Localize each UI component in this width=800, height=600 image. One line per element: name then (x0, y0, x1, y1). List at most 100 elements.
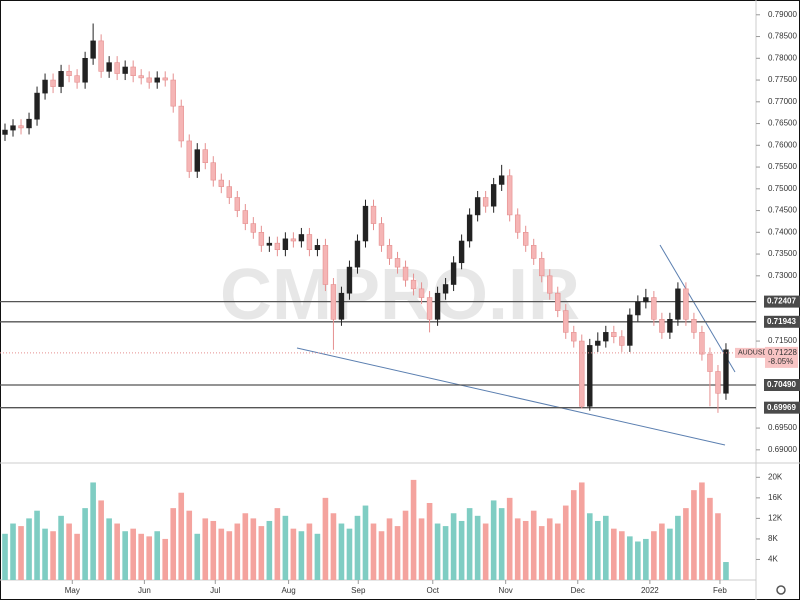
candle-body (386, 245, 393, 259)
volume-bar (506, 497, 513, 580)
volume-bar (619, 531, 625, 580)
y-tick-label: 0.74000 (768, 227, 797, 236)
volume-bar (274, 508, 281, 580)
volume-bar (394, 526, 401, 580)
volume-bar (170, 508, 177, 580)
volume-bar (338, 523, 345, 580)
x-tick-label: May (65, 586, 80, 595)
y-tick-label: 0.73000 (768, 271, 797, 280)
candle-body (322, 245, 329, 285)
candle-body (314, 245, 321, 251)
candle-body (707, 353, 713, 372)
candle-body (378, 223, 385, 246)
volume-bar (378, 531, 385, 580)
candle-body (498, 175, 505, 185)
candle-body (595, 340, 601, 346)
candle-body (122, 66, 128, 74)
y-tick-label: 0.76500 (768, 119, 797, 128)
candle-body (242, 210, 249, 224)
y-tick-label: 0.78500 (768, 32, 797, 41)
last-price-box (765, 346, 798, 368)
volume-bar (66, 523, 72, 580)
candle-body (306, 234, 313, 251)
volume-bar (474, 515, 481, 580)
volume-bar (602, 515, 609, 580)
volume-bar (498, 508, 505, 580)
volume-bar (458, 520, 465, 580)
last-price-label: 0.71228 (768, 348, 797, 357)
candle-body (683, 288, 689, 320)
volume-bar (402, 510, 409, 580)
candle-body (298, 234, 305, 242)
volume-bar (570, 490, 577, 580)
gear[interactable] (776, 585, 786, 595)
y-tick-label: 4K (768, 555, 778, 564)
volume-bar (434, 523, 441, 580)
volume-bar (546, 518, 553, 580)
candle-body (627, 314, 633, 346)
volume-bar (58, 515, 64, 580)
level-label: 0.70490 (767, 380, 796, 389)
volume-bar (410, 479, 417, 580)
candle-body (667, 319, 673, 333)
volume-bar (482, 523, 489, 580)
candle-body (114, 62, 120, 74)
candle-body (2, 129, 8, 135)
volume-bar (114, 523, 120, 580)
y-tick-label: 0.77000 (768, 97, 797, 106)
volume-bar (370, 523, 377, 580)
x-tick-label: Jun (138, 586, 151, 595)
volume-bar (98, 500, 104, 580)
candle-body (250, 223, 257, 233)
x-tick-label: Nov (499, 586, 513, 595)
volume-bar (554, 523, 561, 580)
y-tick-label: 0.77500 (768, 75, 797, 84)
candle-body (146, 77, 152, 83)
volume-bar (250, 518, 257, 580)
settings-icon[interactable] (776, 585, 786, 595)
candle-body (82, 57, 88, 83)
candle-body (490, 184, 497, 207)
candle-body (226, 186, 233, 198)
level-label: 0.71943 (767, 317, 796, 326)
candle-body (290, 238, 297, 242)
candle-body (611, 332, 617, 338)
volume-bar (675, 515, 681, 580)
y-tick-label: 0.73500 (768, 249, 797, 258)
volume-bar (346, 528, 353, 580)
candle-body (699, 332, 705, 355)
candle-body (474, 197, 481, 216)
candle-body (210, 162, 216, 181)
candle-body (514, 214, 521, 233)
symbol-label: AUDUSD (738, 350, 768, 357)
volume-bar (594, 520, 601, 580)
candle-body (723, 349, 729, 394)
level-label-box (764, 401, 800, 414)
candle-body (522, 232, 529, 246)
volume-bar (635, 541, 641, 580)
candle-body (579, 340, 585, 407)
candle-body (162, 77, 168, 81)
candle-body (362, 205, 369, 242)
candle-body (563, 310, 569, 333)
level-label-box (764, 295, 800, 308)
volume-bar (643, 538, 649, 580)
x-tick-label: Feb (713, 586, 727, 595)
level-label-box (764, 379, 800, 391)
candle-body (66, 71, 72, 76)
candle-body (154, 77, 160, 83)
level-label: 0.72407 (767, 297, 796, 306)
volume-bar (514, 518, 521, 580)
volume-bar (226, 531, 233, 580)
level-label: 0.69969 (767, 403, 796, 412)
candle-body (354, 240, 361, 268)
volume-bar (282, 515, 289, 580)
volume-bar (490, 500, 497, 580)
volume-bar (330, 513, 337, 580)
volume-bar (522, 520, 529, 580)
candle-body (418, 288, 425, 298)
candle-body (651, 297, 657, 320)
candle-body (643, 297, 649, 303)
